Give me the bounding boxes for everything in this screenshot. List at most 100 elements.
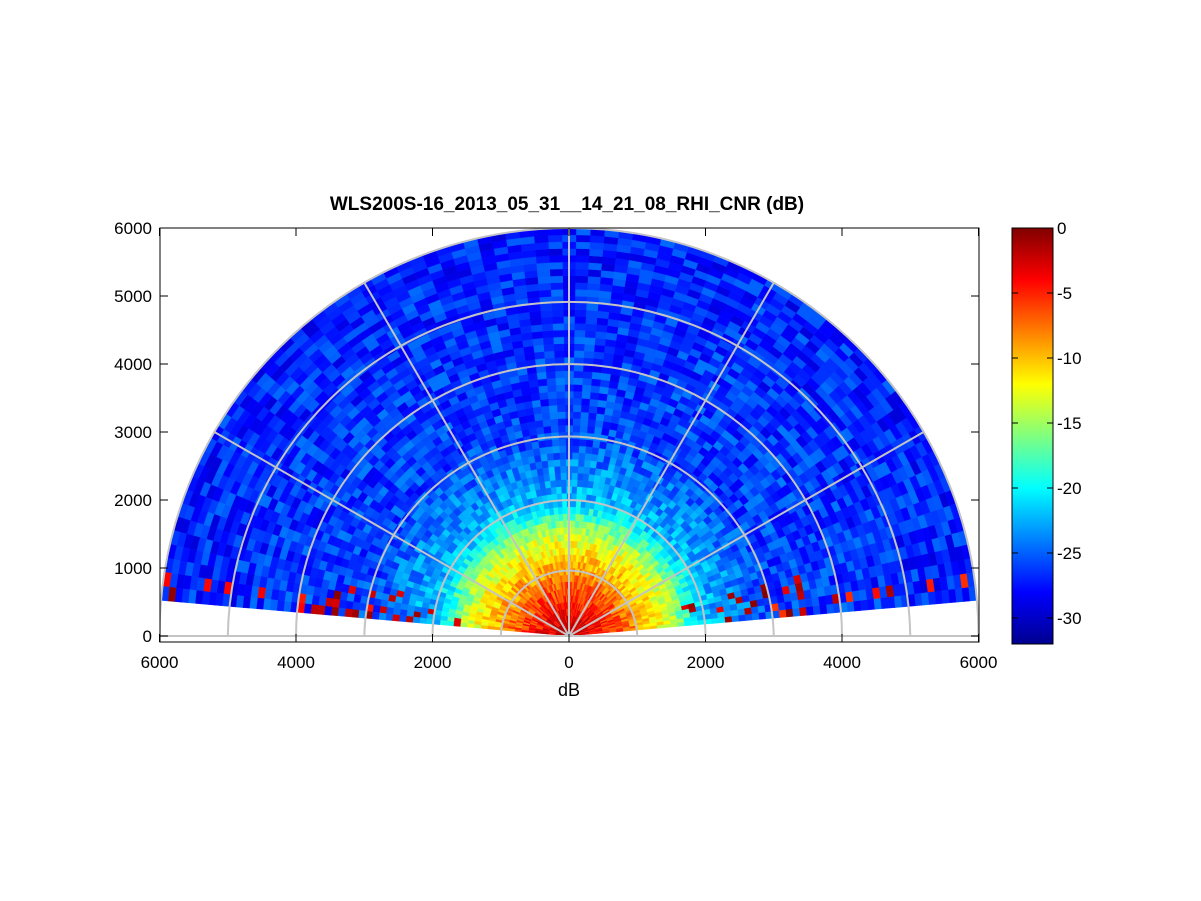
heatmap-cell (542, 425, 552, 434)
heatmap-cell (572, 424, 581, 433)
heatmap-cell (549, 418, 559, 427)
heatmap-cell (580, 398, 591, 406)
heatmap-cell (542, 418, 551, 428)
heatmap-cell (826, 603, 835, 614)
heatmap-cell (558, 438, 566, 447)
heatmap-cell (584, 446, 593, 455)
heatmap-cell (547, 459, 555, 468)
heatmap-cell (785, 608, 794, 618)
heatmap-cell (581, 486, 588, 495)
heatmap-cell (546, 452, 554, 461)
heatmap-cell (571, 465, 579, 474)
heatmap-cell (557, 424, 566, 433)
heatmap-cell (574, 520, 580, 528)
heatmap-cell (588, 255, 603, 264)
heatmap-cell (589, 460, 598, 469)
heatmap-cell (576, 472, 584, 481)
heatmap-cell (574, 275, 589, 284)
heatmap-cell (561, 506, 568, 515)
heatmap-cell (548, 248, 563, 256)
heatmap-cell (573, 377, 583, 385)
heatmap-cell (583, 466, 591, 475)
heatmap-cell (531, 399, 541, 408)
heatmap-cell (553, 465, 561, 474)
heatmap-cell (588, 398, 599, 407)
heatmap-cell (546, 377, 557, 386)
heatmap-cell (530, 324, 543, 333)
heatmap-cell (573, 350, 585, 358)
heatmap-cell (547, 466, 555, 475)
heatmap-cell (575, 268, 589, 277)
heatmap-cell (583, 343, 595, 352)
heatmap-cell (569, 560, 574, 569)
heatmap-cell (535, 426, 545, 435)
heatmap-cell (586, 425, 596, 434)
heatmap-cell (575, 248, 590, 256)
heatmap-cell (573, 540, 578, 549)
heatmap-cell (799, 606, 808, 617)
heatmap-cell (556, 411, 566, 419)
heatmap-cell (571, 472, 578, 481)
heatmap-cell (556, 397, 566, 406)
heatmap-cell (540, 309, 553, 318)
heatmap-cell (587, 480, 594, 489)
heatmap-cell (724, 615, 733, 623)
heatmap-cell (593, 351, 605, 360)
heatmap-cell (570, 540, 575, 548)
heatmap-cell (579, 507, 586, 515)
heatmap-cell (570, 554, 574, 562)
heatmap-cell (576, 479, 583, 488)
heatmap-cell (581, 377, 592, 386)
heatmap-cell (574, 302, 587, 311)
heatmap-cell (562, 513, 568, 521)
heatmap-cell (540, 316, 553, 325)
heatmap-cell (575, 255, 590, 263)
heatmap-cell (593, 426, 603, 435)
heatmap-cell (791, 599, 800, 609)
heatmap-cell (574, 282, 588, 290)
heatmap-cell (571, 445, 580, 453)
heatmap-cell (548, 241, 563, 250)
heatmap-cell (549, 261, 563, 270)
heatmap-cell (552, 452, 560, 461)
heatmap-cell (532, 406, 542, 415)
heatmap-cell (572, 404, 582, 413)
heatmap-cell (587, 418, 596, 428)
heatmap-cell (597, 399, 607, 408)
heatmap-cell (576, 486, 583, 494)
heatmap-cell (539, 303, 553, 312)
heatmap-cell (582, 370, 593, 379)
heatmap-cell (574, 289, 588, 297)
heatmap-cell (757, 604, 766, 614)
heatmap-cell (543, 343, 555, 352)
heatmap-cell (590, 385, 601, 394)
heatmap-cell (558, 445, 567, 453)
heatmap-cell (573, 370, 584, 379)
heatmap-cell (588, 405, 598, 414)
heatmap-cell (584, 330, 597, 339)
heatmap-cell (534, 419, 544, 429)
heatmap-cell (572, 411, 582, 419)
heatmap-cell (560, 479, 567, 487)
heatmap-cell (591, 371, 602, 380)
heatmap-cell (590, 378, 601, 387)
heatmap-cell (583, 459, 591, 468)
heatmap-cell (592, 440, 601, 449)
heatmap-cell (595, 413, 605, 422)
heatmap-cell (545, 370, 556, 379)
heatmap-cell (573, 336, 585, 345)
heatmap-cell (547, 398, 558, 406)
heatmap-cell (538, 289, 552, 298)
heatmap-cell (575, 241, 590, 250)
heatmap-cell (537, 385, 548, 394)
heatmap-cell (585, 309, 598, 318)
heatmap-cell (571, 458, 579, 467)
heatmap-cell (572, 431, 580, 440)
heatmap-cell (573, 533, 579, 542)
heatmap-cell (744, 607, 753, 615)
cnr-heatmap (160, 228, 978, 637)
heatmap-cell (550, 282, 564, 290)
heatmap-cell (553, 336, 565, 345)
heatmap-cell (577, 465, 585, 474)
